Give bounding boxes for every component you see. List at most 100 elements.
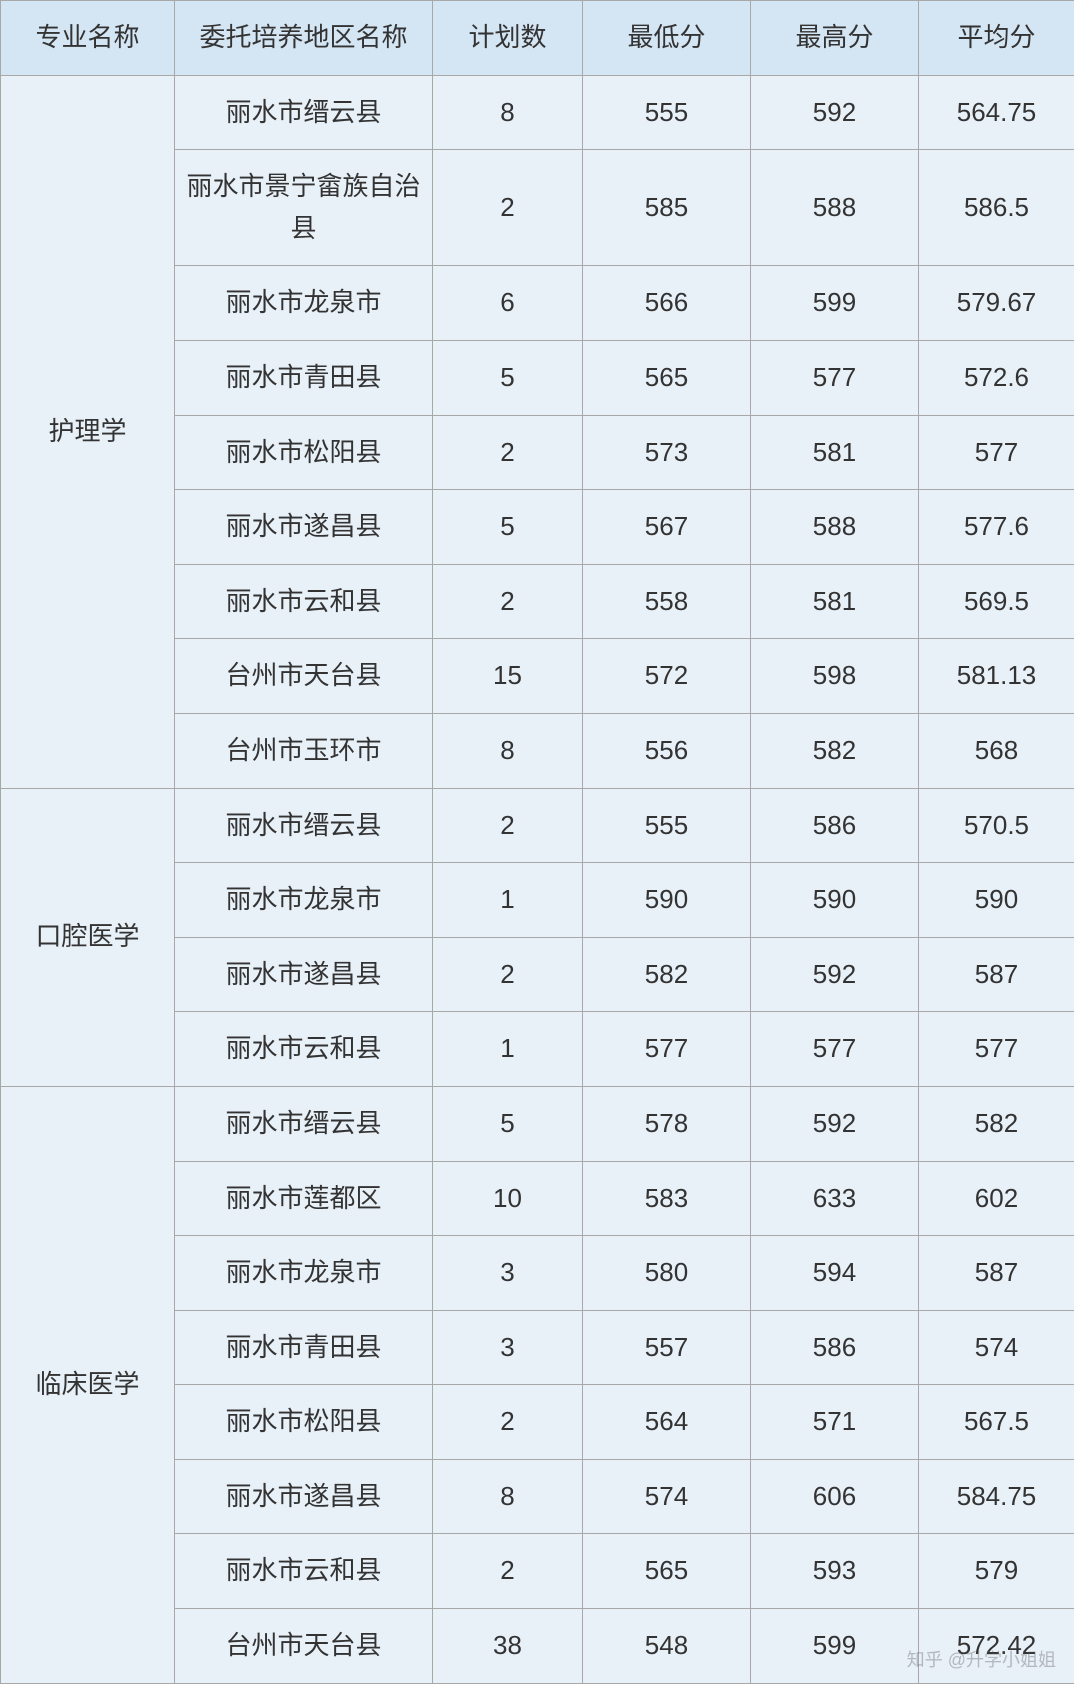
cell-max: 598 (751, 639, 919, 714)
cell-plan: 3 (433, 1236, 583, 1311)
cell-min: 590 (583, 863, 751, 938)
cell-min: 585 (583, 150, 751, 266)
cell-max: 582 (751, 713, 919, 788)
cell-avg: 574 (919, 1310, 1074, 1385)
cell-major: 临床医学 (1, 1086, 175, 1683)
cell-avg: 579.67 (919, 266, 1074, 341)
cell-plan: 2 (433, 150, 583, 266)
cell-plan: 15 (433, 639, 583, 714)
cell-max: 586 (751, 1310, 919, 1385)
cell-plan: 10 (433, 1161, 583, 1236)
table-header: 专业名称 委托培养地区名称 计划数 最低分 最高分 平均分 (1, 1, 1074, 76)
cell-region: 丽水市松阳县 (175, 415, 433, 490)
cell-region: 丽水市遂昌县 (175, 937, 433, 1012)
cell-plan: 5 (433, 490, 583, 565)
cell-avg: 579 (919, 1534, 1074, 1609)
cell-max: 590 (751, 863, 919, 938)
cell-min: 572 (583, 639, 751, 714)
cell-max: 593 (751, 1534, 919, 1609)
cell-plan: 8 (433, 713, 583, 788)
cell-avg: 572.6 (919, 340, 1074, 415)
cell-min: 557 (583, 1310, 751, 1385)
cell-plan: 1 (433, 1012, 583, 1087)
cell-region: 丽水市缙云县 (175, 788, 433, 863)
cell-max: 633 (751, 1161, 919, 1236)
cell-max: 581 (751, 415, 919, 490)
cell-max: 594 (751, 1236, 919, 1311)
cell-avg: 587 (919, 937, 1074, 1012)
header-major: 专业名称 (1, 1, 175, 76)
header-max: 最高分 (751, 1, 919, 76)
cell-plan: 1 (433, 863, 583, 938)
cell-avg: 577.6 (919, 490, 1074, 565)
cell-region: 丽水市遂昌县 (175, 1459, 433, 1534)
cell-region: 丽水市青田县 (175, 340, 433, 415)
cell-max: 581 (751, 564, 919, 639)
cell-min: 582 (583, 937, 751, 1012)
cell-plan: 2 (433, 1534, 583, 1609)
cell-avg: 567.5 (919, 1385, 1074, 1460)
cell-plan: 2 (433, 788, 583, 863)
cell-region: 丽水市莲都区 (175, 1161, 433, 1236)
cell-avg: 602 (919, 1161, 1074, 1236)
cell-min: 564 (583, 1385, 751, 1460)
cell-min: 555 (583, 75, 751, 150)
cell-region: 丽水市松阳县 (175, 1385, 433, 1460)
table-row: 口腔医学丽水市缙云县2555586570.5 (1, 788, 1074, 863)
cell-region: 丽水市云和县 (175, 1012, 433, 1087)
cell-min: 583 (583, 1161, 751, 1236)
cell-avg: 582 (919, 1086, 1074, 1161)
cell-min: 556 (583, 713, 751, 788)
table-row: 临床医学丽水市缙云县5578592582 (1, 1086, 1074, 1161)
admission-table: 专业名称 委托培养地区名称 计划数 最低分 最高分 平均分 护理学丽水市缙云县8… (0, 0, 1074, 1684)
cell-region: 丽水市青田县 (175, 1310, 433, 1385)
cell-max: 599 (751, 266, 919, 341)
cell-max: 577 (751, 1012, 919, 1087)
cell-plan: 8 (433, 75, 583, 150)
cell-plan: 2 (433, 937, 583, 1012)
cell-avg: 572.42 (919, 1609, 1074, 1684)
cell-max: 577 (751, 340, 919, 415)
cell-max: 606 (751, 1459, 919, 1534)
cell-plan: 3 (433, 1310, 583, 1385)
cell-plan: 8 (433, 1459, 583, 1534)
table-container: 专业名称 委托培养地区名称 计划数 最低分 最高分 平均分 护理学丽水市缙云县8… (0, 0, 1074, 1684)
cell-avg: 590 (919, 863, 1074, 938)
cell-max: 571 (751, 1385, 919, 1460)
cell-region: 丽水市遂昌县 (175, 490, 433, 565)
cell-region: 丽水市缙云县 (175, 75, 433, 150)
cell-min: 565 (583, 340, 751, 415)
cell-avg: 586.5 (919, 150, 1074, 266)
cell-min: 548 (583, 1609, 751, 1684)
cell-min: 567 (583, 490, 751, 565)
cell-min: 574 (583, 1459, 751, 1534)
cell-region: 丽水市龙泉市 (175, 266, 433, 341)
cell-region: 丽水市云和县 (175, 564, 433, 639)
cell-plan: 2 (433, 415, 583, 490)
cell-min: 578 (583, 1086, 751, 1161)
header-min: 最低分 (583, 1, 751, 76)
cell-avg: 581.13 (919, 639, 1074, 714)
cell-plan: 5 (433, 1086, 583, 1161)
cell-major: 口腔医学 (1, 788, 175, 1086)
cell-avg: 569.5 (919, 564, 1074, 639)
header-row: 专业名称 委托培养地区名称 计划数 最低分 最高分 平均分 (1, 1, 1074, 76)
cell-avg: 584.75 (919, 1459, 1074, 1534)
cell-max: 592 (751, 937, 919, 1012)
cell-avg: 577 (919, 1012, 1074, 1087)
cell-major: 护理学 (1, 75, 175, 788)
header-region: 委托培养地区名称 (175, 1, 433, 76)
cell-plan: 5 (433, 340, 583, 415)
cell-plan: 2 (433, 1385, 583, 1460)
cell-plan: 38 (433, 1609, 583, 1684)
table-body: 护理学丽水市缙云县8555592564.75丽水市景宁畲族自治县25855885… (1, 75, 1074, 1683)
cell-max: 592 (751, 1086, 919, 1161)
cell-max: 586 (751, 788, 919, 863)
cell-min: 566 (583, 266, 751, 341)
cell-max: 588 (751, 490, 919, 565)
cell-avg: 577 (919, 415, 1074, 490)
cell-min: 580 (583, 1236, 751, 1311)
cell-region: 丽水市缙云县 (175, 1086, 433, 1161)
cell-plan: 2 (433, 564, 583, 639)
cell-max: 588 (751, 150, 919, 266)
